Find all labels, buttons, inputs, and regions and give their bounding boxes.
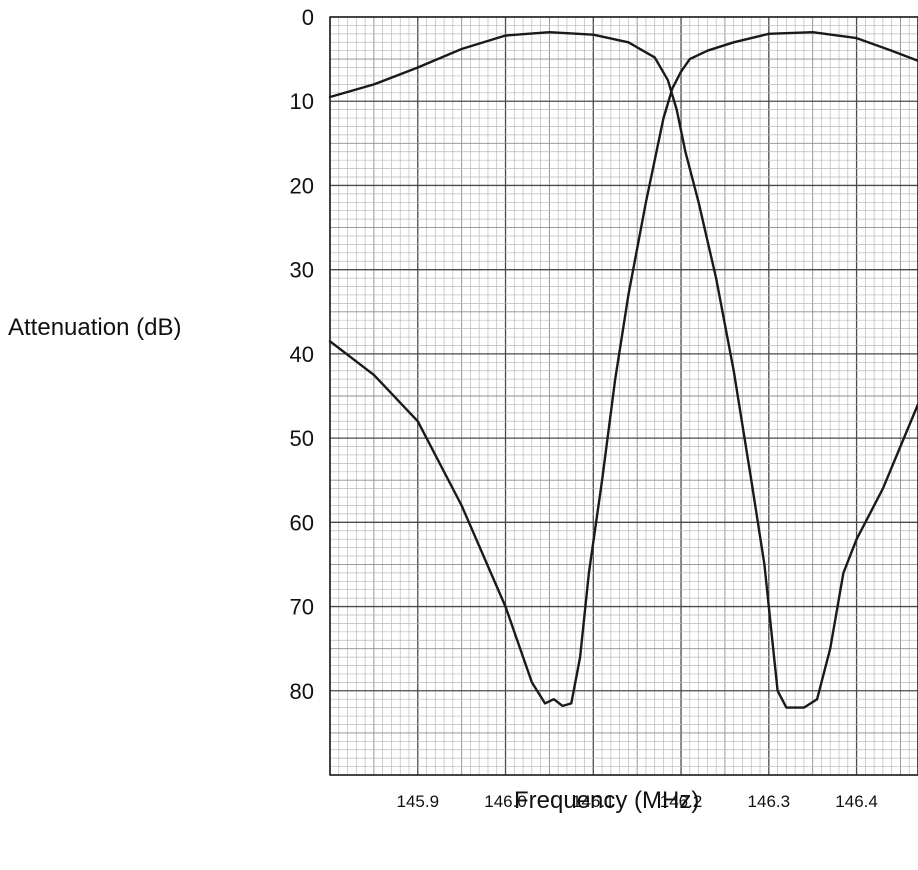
x-axis-label: Frequency (MHz) — [514, 787, 699, 814]
x-tick-label: 146.0 — [484, 792, 527, 811]
y-tick-label: 70 — [290, 595, 314, 620]
y-tick-label: 30 — [290, 258, 314, 283]
y-tick-label: 20 — [290, 173, 314, 198]
x-tick-label: 146.1 — [572, 792, 615, 811]
plot-frame — [329, 16, 918, 776]
response-curve-1 — [328, 31, 918, 709]
y-tick-label: 0 — [302, 5, 314, 30]
y-tick-labels: 0 10 20 30 40 50 60 70 80 — [290, 5, 314, 704]
y-axis-label: Attenuation (dB) — [8, 314, 181, 341]
x-tick-label: 145.9 — [396, 792, 439, 811]
x-tick-label: 146.4 — [835, 792, 878, 811]
y-tick-label: 40 — [290, 342, 314, 367]
y-tick-label: 80 — [290, 679, 314, 704]
y-tick-label: 60 — [290, 510, 314, 535]
y-tick-label: 50 — [290, 426, 314, 451]
y-tick-label: 10 — [290, 89, 314, 114]
x-tick-label: 146.2 — [660, 792, 703, 811]
response-curve-2 — [328, 31, 918, 708]
grid — [329, 16, 918, 776]
x-tick-labels: 145.9 146.0 146.1 146.2 146.3 146.4 — [396, 792, 877, 811]
x-tick-label: 146.3 — [748, 792, 791, 811]
curves — [328, 31, 918, 709]
